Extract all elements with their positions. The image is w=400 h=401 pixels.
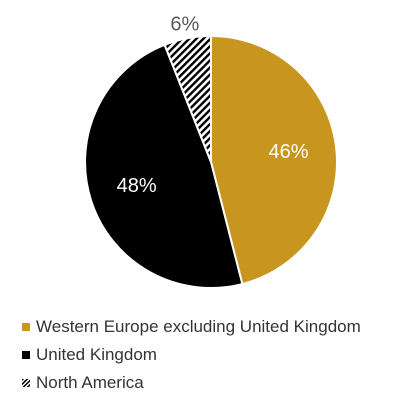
slice-north-america: [163, 35, 212, 163]
legend: Western Europe excluding United Kingdom …: [22, 313, 361, 397]
legend-swatch-western-europe: [22, 323, 30, 331]
pie-chart: 46% 48% 6%: [84, 14, 338, 289]
slice-united-kingdom: [84, 43, 244, 289]
slice-western-europe: [210, 35, 338, 286]
legend-swatch-united-kingdom: [22, 351, 30, 359]
legend-swatch-north-america: [22, 379, 30, 387]
data-label-north-america: 6%: [170, 14, 199, 36]
legend-item-western-europe: Western Europe excluding United Kingdom: [22, 313, 361, 341]
legend-label-united-kingdom: United Kingdom: [36, 345, 157, 364]
legend-label-north-america: North America: [36, 373, 144, 392]
legend-item-united-kingdom: United Kingdom: [22, 341, 361, 369]
data-label-united-kingdom: 48%: [117, 175, 157, 197]
legend-item-north-america: North America: [22, 369, 361, 397]
legend-label-western-europe: Western Europe excluding United Kingdom: [36, 317, 361, 336]
data-label-western-europe: 46%: [268, 141, 308, 163]
